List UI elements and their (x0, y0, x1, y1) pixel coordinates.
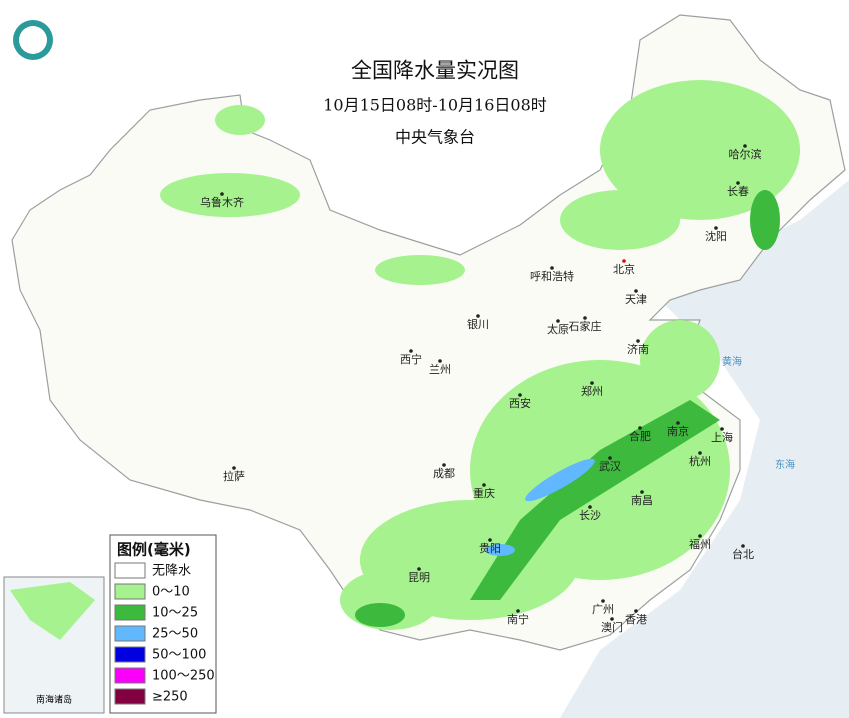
city-label: 银川 (467, 317, 489, 331)
city-dot (610, 617, 614, 621)
city-label: 福州 (689, 537, 711, 551)
city-label: 西宁 (400, 352, 422, 366)
city-label: 西安 (509, 396, 531, 410)
legend-label: 0～10 (152, 585, 190, 600)
city-dot (417, 567, 421, 571)
city-label: 济南 (627, 342, 649, 356)
city-dot (601, 599, 605, 603)
city-label: 昆明 (408, 571, 430, 584)
city-dot (583, 316, 587, 320)
title: 全国降水量实况图 (351, 59, 519, 83)
city-label: 哈尔滨 (729, 147, 762, 161)
city-label: 南昌 (631, 494, 653, 507)
city-dot (638, 426, 642, 430)
rain-heavy (485, 458, 595, 556)
inset-land (10, 582, 95, 640)
city-label: 南京 (667, 424, 689, 438)
city-label: 兰州 (429, 363, 451, 376)
sea-label: 东海 (775, 458, 795, 471)
city-label: 成都 (433, 467, 455, 480)
city-dot (488, 538, 492, 542)
subtitle: 10月15日08时-10月16日08时 (323, 96, 547, 115)
city-dot (634, 289, 638, 293)
city-label: 乌鲁木齐 (200, 195, 244, 209)
city-dot (588, 505, 592, 509)
city-dot (608, 456, 612, 460)
city-dot (442, 463, 446, 467)
city-dot (714, 226, 718, 230)
city-dot (720, 427, 724, 431)
city-label: 拉萨 (223, 469, 245, 483)
agency: 中央气象台 (395, 128, 475, 147)
city-dot (220, 192, 224, 196)
city-label: 贵阳 (479, 542, 501, 555)
city-label: 石家庄 (569, 319, 602, 333)
city-dot (516, 609, 520, 613)
city-dot (550, 266, 554, 270)
emblem (13, 20, 53, 60)
city-label: 武汉 (599, 460, 621, 473)
legend-swatch (114, 583, 146, 600)
city-dot (741, 544, 745, 548)
legend-swatch (114, 562, 146, 579)
city-dot (743, 144, 747, 148)
city-label: 香港 (625, 613, 647, 626)
city-label: 长沙 (579, 509, 601, 522)
city-dot (556, 319, 560, 323)
city-label: 重庆 (473, 486, 495, 500)
legend-label: 50～100 (152, 648, 206, 663)
city-dot (476, 314, 480, 318)
sea-label: 黄海 (722, 355, 742, 368)
city-dot (622, 259, 626, 263)
city-label: 太原 (547, 323, 569, 336)
legend-swatch (114, 604, 146, 621)
city-label: 澳门 (601, 620, 623, 634)
city-dot (634, 609, 638, 613)
sea (560, 180, 849, 718)
city-dot (590, 381, 594, 385)
inset-label: 南海诸岛 (36, 694, 72, 706)
legend-swatch (114, 667, 146, 684)
city-label: 呼和浩特 (530, 269, 574, 283)
legend-label: ≥250 (152, 690, 188, 705)
city-label: 合肥 (629, 429, 651, 443)
city-label: 南宁 (507, 612, 529, 626)
legend-label: 10～25 (152, 606, 198, 621)
city-dot (438, 359, 442, 363)
legend-label: 无降水 (152, 564, 191, 579)
legend-swatch (114, 625, 146, 642)
city-dot (232, 466, 236, 470)
rain-moderate (355, 190, 780, 627)
city-label: 沈阳 (705, 229, 727, 243)
city-dot (676, 421, 680, 425)
city-label: 郑州 (581, 384, 603, 398)
legend-frame (109, 534, 217, 714)
city-dot (518, 393, 522, 397)
city-dot (698, 534, 702, 538)
legend-swatch (114, 688, 146, 705)
legend-label: 100～250 (152, 669, 215, 684)
city-label: 天津 (625, 293, 647, 306)
city-label: 广州 (592, 603, 614, 616)
legend-label: 25～50 (152, 627, 198, 642)
city-dot (482, 483, 486, 487)
city-dot (636, 339, 640, 343)
legend-title: 图例(毫米) (117, 541, 191, 559)
city-dot (409, 349, 413, 353)
city-dot (736, 181, 740, 185)
city-label: 上海 (711, 430, 733, 444)
city-label: 长春 (727, 185, 749, 198)
city-dot (640, 490, 644, 494)
legend-swatch (114, 646, 146, 663)
city-label: 杭州 (689, 454, 711, 468)
city-label: 北京 (613, 262, 635, 276)
city-dot (698, 451, 702, 455)
city-label: 台北 (732, 547, 754, 561)
